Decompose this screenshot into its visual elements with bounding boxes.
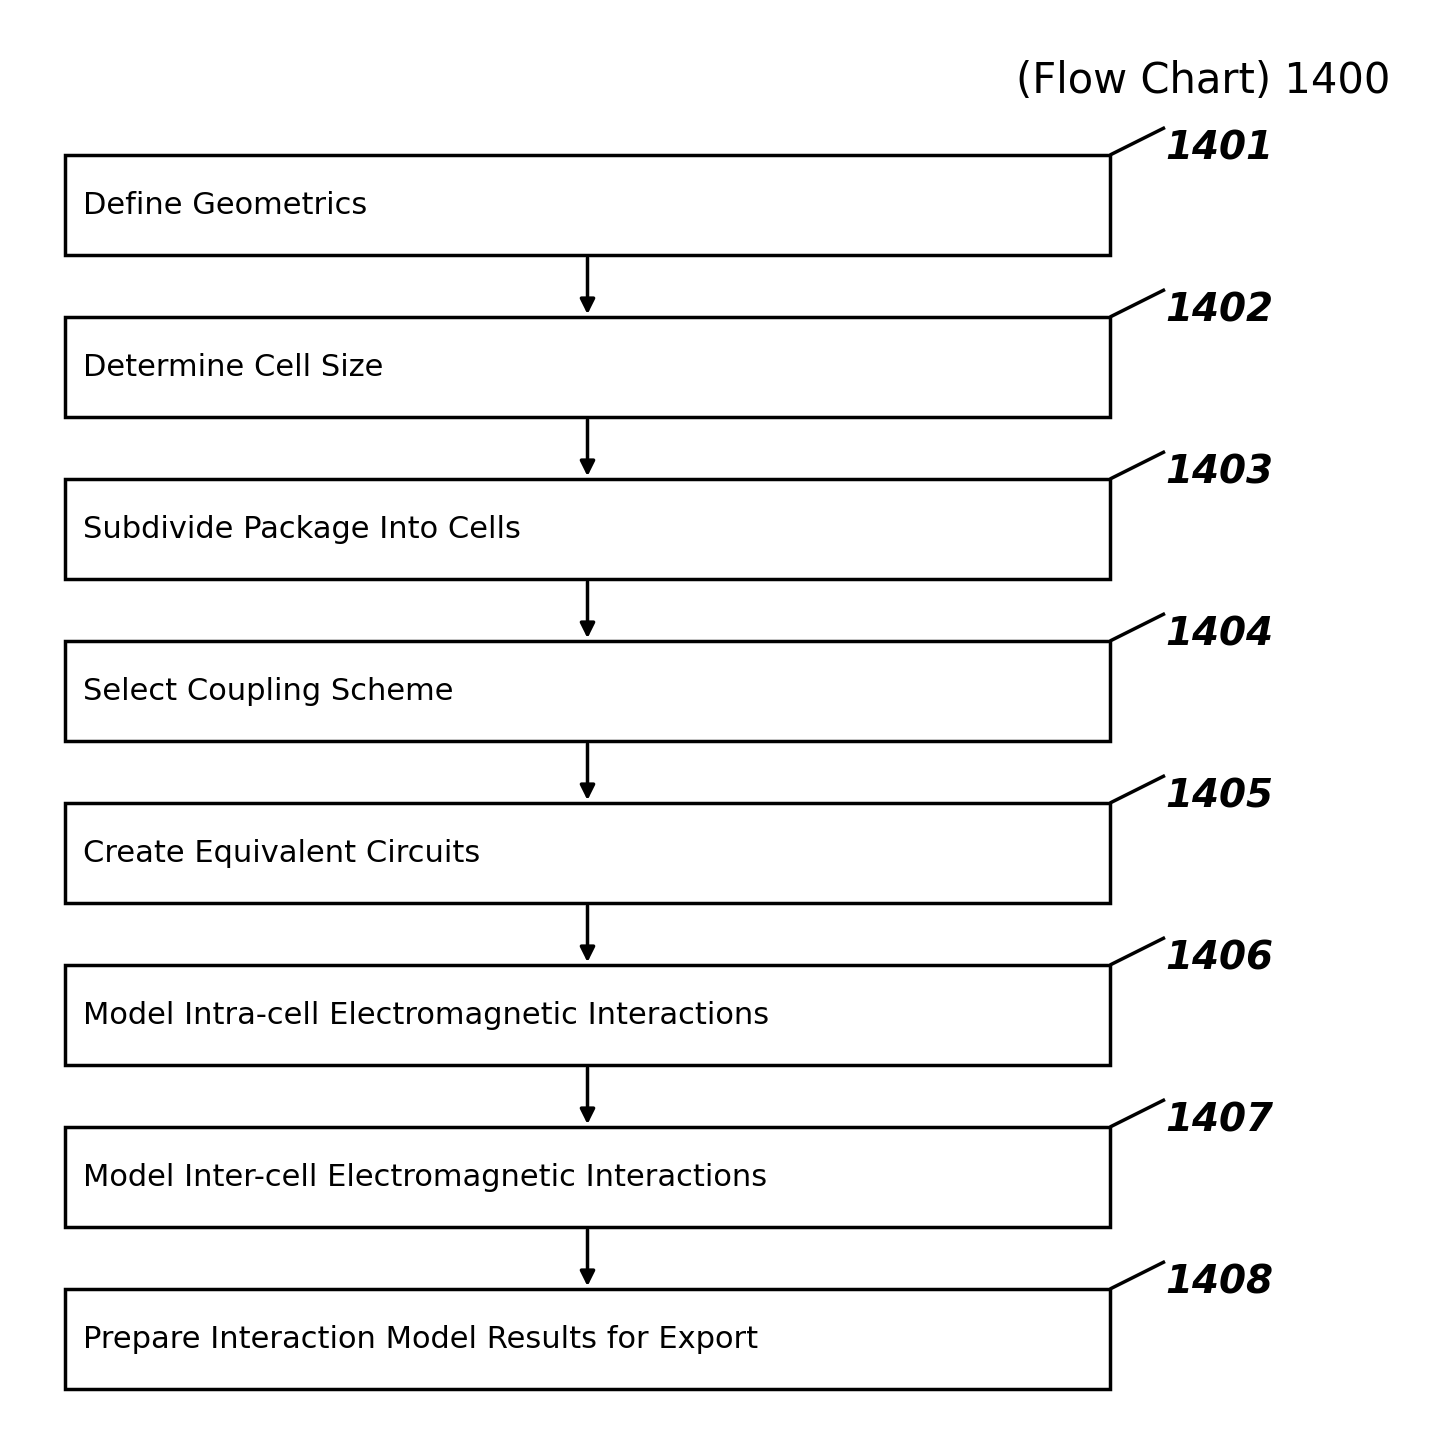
Text: Model Inter-cell Electromagnetic Interactions: Model Inter-cell Electromagnetic Interac… [84, 1162, 768, 1191]
Text: Define Geometrics: Define Geometrics [84, 190, 367, 219]
Text: Model Intra-cell Electromagnetic Interactions: Model Intra-cell Electromagnetic Interac… [84, 1000, 769, 1029]
Text: 1401: 1401 [1165, 129, 1273, 167]
Bar [65, 965, 1110, 1065]
Text: Create Equivalent Circuits: Create Equivalent Circuits [84, 839, 481, 868]
Text: 1408: 1408 [1165, 1264, 1273, 1301]
Bar [65, 640, 1110, 740]
Text: 1402: 1402 [1165, 291, 1273, 329]
Bar [65, 155, 1110, 255]
Bar [65, 803, 1110, 903]
Text: Subdivide Package Into Cells: Subdivide Package Into Cells [84, 514, 521, 543]
Bar [65, 1127, 1110, 1227]
Bar [65, 480, 1110, 580]
Text: Determine Cell Size: Determine Cell Size [84, 352, 383, 381]
Text: Prepare Interaction Model Results for Export: Prepare Interaction Model Results for Ex… [84, 1324, 757, 1353]
Text: 1403: 1403 [1165, 454, 1273, 491]
Text: 1405: 1405 [1165, 777, 1273, 814]
Text: 1407: 1407 [1165, 1101, 1273, 1139]
Text: (Flow Chart) 1400: (Flow Chart) 1400 [1015, 59, 1390, 101]
Text: 1404: 1404 [1165, 614, 1273, 653]
Text: Select Coupling Scheme: Select Coupling Scheme [84, 677, 454, 706]
Bar [65, 317, 1110, 417]
Bar [65, 1290, 1110, 1390]
Text: 1406: 1406 [1165, 939, 1273, 977]
